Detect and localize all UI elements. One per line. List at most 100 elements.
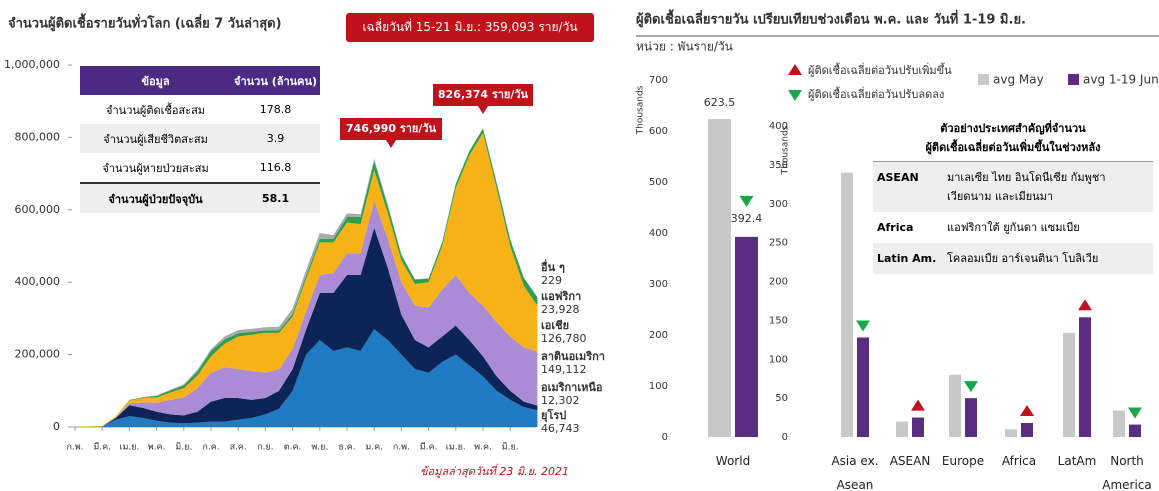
bar — [1113, 410, 1125, 437]
y-tick-label: 150 — [769, 315, 788, 326]
end-label-value: 23,928 — [541, 303, 580, 316]
annotation-pointer — [478, 106, 488, 114]
legend-swatch — [1068, 74, 1079, 85]
bar — [949, 374, 961, 437]
country-table: ตัวอย่างประเทศสำคัญที่จำนวน ผู้ติดเชื้อเฉ… — [873, 115, 1153, 274]
cell: Africa — [877, 221, 914, 234]
category-label: Africa — [1001, 454, 1037, 468]
y-tick-label: 500 — [649, 177, 668, 188]
trend-down-arrow — [788, 90, 802, 101]
x-tick-label: มี.ค. — [420, 442, 438, 453]
table-row: จำนวนผู้เสียชีวิตสะสม 3.9 — [80, 124, 320, 153]
table-row: ASEAN มาเลเซีย ไทย อินโดนีเซีย กัมพูชา เว… — [873, 162, 1153, 212]
y-tick-label: 700 — [649, 75, 668, 86]
category-label: Asia ex. Asean — [831, 454, 879, 491]
cell: 116.8 — [259, 161, 292, 174]
x-tick-label: ต.ค. — [284, 443, 302, 453]
chart-title: จำนวนผู้ติดเชื้อรายวันทั่วโลก (เฉลี่ย 7 … — [8, 13, 282, 32]
y-tick-label: 50 — [775, 393, 788, 404]
x-tick-label: ธ.ค. — [338, 443, 355, 453]
cell: Latin Am. — [877, 252, 937, 265]
x-tick-label: เม.ย. — [446, 443, 466, 453]
header-cell: ข้อมูล — [141, 74, 170, 88]
y-tick-label: 1,000,000 — [4, 58, 60, 71]
trend-down-arrow — [856, 320, 870, 332]
cell: 178.8 — [259, 103, 292, 116]
y-tick-label: 250 — [769, 238, 788, 249]
trend-legend-text: ผู้ติดเชื้อเฉลี่ยต่อวันปรับลดลง — [808, 86, 944, 101]
x-tick-label: ก.พ. — [393, 443, 410, 453]
x-tick-label: พ.ย. — [311, 443, 328, 453]
trend-down-arrow — [964, 381, 978, 393]
table-header: ข้อมูล จำนวน (ล้านคน) — [80, 66, 320, 95]
trend-up-arrow — [911, 399, 925, 411]
cell: จำนวนผู้ติดเชื้อสะสม — [106, 103, 206, 117]
area-layer — [75, 132, 538, 427]
cell: จำนวนผู้ป่วยปัจจุบัน — [108, 192, 203, 206]
value-label: 392.4 — [731, 212, 763, 225]
x-tick-label: ก.ค. — [202, 443, 219, 453]
category-label: World — [715, 454, 751, 468]
bar — [965, 398, 977, 437]
peak-annotation: 826,374 ราย/วัน — [433, 84, 533, 106]
bar — [1129, 424, 1141, 437]
bar — [841, 172, 853, 437]
y-tick-label: 400,000 — [15, 275, 61, 288]
bar — [708, 119, 731, 437]
x-tick-label: ก.ย. — [257, 443, 273, 453]
end-label-name: ลาตินอเมริกา — [541, 350, 605, 363]
end-label-value: 46,743 — [541, 422, 580, 435]
source-note: ข้อมูลล่าสุดวันที่ 23 มิ.ย. 2021 — [420, 465, 570, 478]
category-label: LatAm — [1057, 454, 1097, 468]
area-layer — [75, 128, 538, 427]
y-tick-label: 0 — [662, 432, 668, 443]
legend-label: avg May — [993, 73, 1044, 87]
end-label-value: 149,112 — [541, 363, 587, 376]
x-tick-label: ส.ค. — [230, 443, 247, 453]
end-label-name: เอเชีย — [541, 319, 569, 332]
annotation-pointer — [386, 140, 396, 148]
y-tick-label: 600,000 — [15, 203, 61, 216]
y-tick-label: 350 — [769, 160, 788, 171]
title-line: ตัวอย่างประเทศสำคัญที่จำนวน — [940, 122, 1086, 135]
value-label: 623.5 — [704, 96, 736, 109]
legend-label: avg 1-19 Jun — [1083, 73, 1159, 87]
cell: จำนวนผู้เสียชีวิตสะสม — [103, 132, 208, 146]
y-tick-label: 200,000 — [15, 348, 61, 361]
trend-down-arrow — [1128, 407, 1142, 419]
y-axis-label: Thousands — [636, 85, 646, 135]
area-layer — [75, 329, 538, 427]
bar — [1079, 317, 1091, 437]
cell: ASEAN — [877, 171, 919, 184]
x-tick-label: มี.ค. — [93, 442, 111, 453]
table-body: ASEAN มาเลเซีย ไทย อินโดนีเซีย กัมพูชา เว… — [873, 162, 1153, 274]
y-tick-label: 200 — [649, 330, 668, 341]
table-title: ตัวอย่างประเทศสำคัญที่จำนวน ผู้ติดเชื้อเฉ… — [873, 115, 1153, 162]
end-label-name: แอฟริกา — [541, 290, 581, 303]
trend-up-arrow — [1078, 299, 1092, 311]
end-label-value: 12,302 — [541, 394, 580, 407]
trend-up-arrow — [1020, 405, 1034, 417]
y-tick-label: 800,000 — [15, 130, 61, 143]
trend-up-arrow — [788, 64, 802, 75]
x-tick-label: ก.พ. — [66, 443, 83, 453]
end-label-name: ยุโรป — [541, 408, 566, 423]
table-row: จำนวนผู้ป่วยปัจจุบัน 58.1 — [80, 182, 320, 213]
bar — [1021, 423, 1033, 437]
trend-down-arrow — [739, 195, 754, 207]
bar — [857, 337, 869, 437]
category-label: North America — [1102, 454, 1152, 491]
end-label-value: 126,780 — [541, 332, 587, 345]
trend-legend-text: ผู้ติดเชื้อเฉลี่ยต่อวันปรับเพิ่มขึ้น — [808, 62, 952, 77]
annotation-banner: เฉลี่ยวันที่ 15-21 มิ.ย.: 359,093 ราย/วั… — [346, 13, 594, 42]
cell: มาเลเซีย ไทย อินโดนีเซีย กัมพูชา เวียดนา… — [947, 171, 1106, 203]
bar — [1005, 429, 1017, 437]
y-tick-label: 400 — [649, 228, 668, 239]
y-tick-label: 300 — [769, 199, 788, 210]
y-tick-label: 300 — [649, 279, 668, 290]
table-row: จำนวนผู้หายป่วยสะสม 116.8 — [80, 153, 320, 182]
end-label-value: 229 — [541, 274, 562, 287]
end-label-name: อื่น ๆ — [541, 259, 565, 274]
x-tick-label: ม.ค. — [365, 443, 383, 453]
